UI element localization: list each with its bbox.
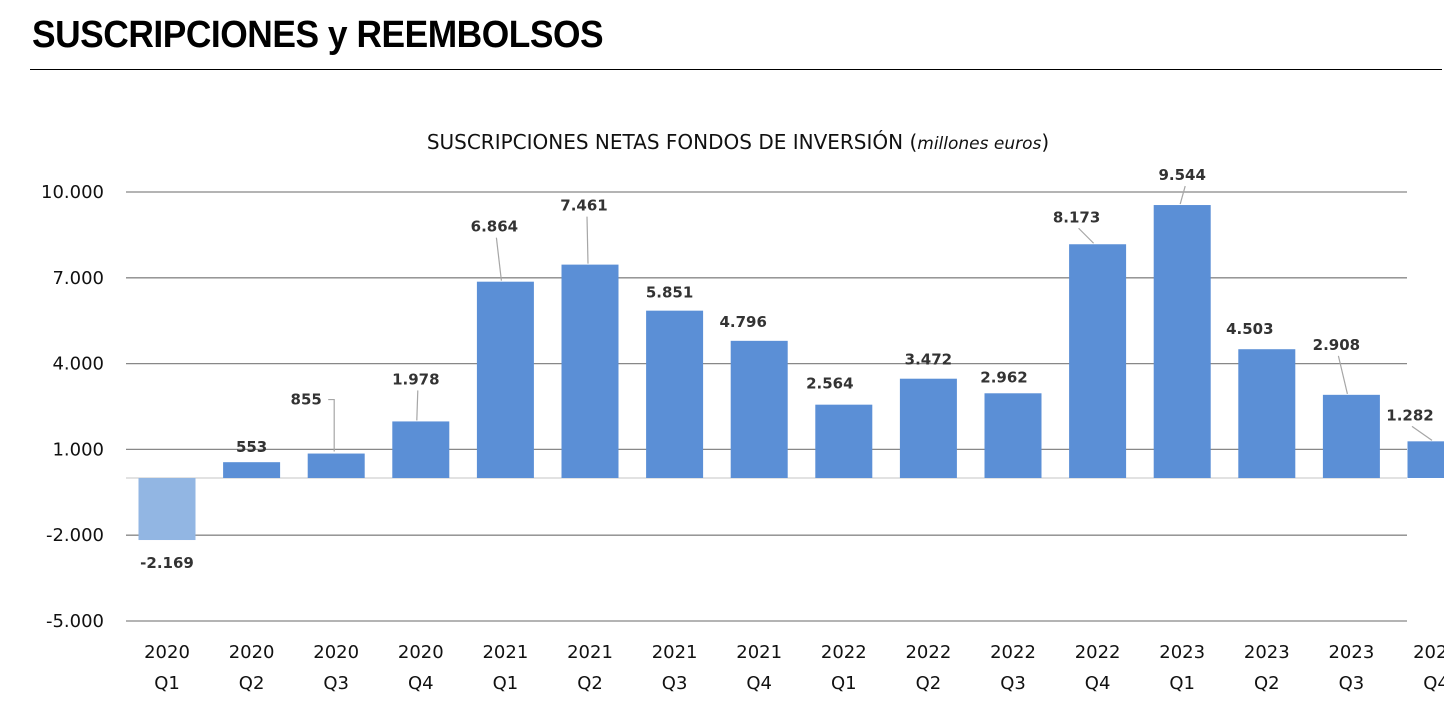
x-tick-label-year: 2022 xyxy=(821,642,867,663)
chart-title-unit: millones euros xyxy=(917,134,1041,154)
bar xyxy=(815,404,873,478)
bar xyxy=(730,340,788,478)
x-tick-label-quarter: Q4 xyxy=(408,673,434,694)
chart-title-main: SUSCRIPCIONES NETAS FONDOS DE INVERSIÓN xyxy=(427,130,903,154)
x-tick-label-quarter: Q2 xyxy=(1254,673,1280,694)
x-axis: 2020 Q1 2020 Q2 2020 Q3 2020 Q4 2021 Q1 2021 Q2 2021… xyxy=(144,642,1444,694)
bar xyxy=(1322,394,1380,478)
x-tick-label-quarter: Q3 xyxy=(1000,673,1026,694)
data-label: 2.962 xyxy=(980,368,1027,386)
x-tick-label-quarter: Q2 xyxy=(239,673,265,694)
data-label: 7.461 xyxy=(560,197,607,215)
data-label: -2.169 xyxy=(140,554,194,572)
bar xyxy=(646,310,704,478)
x-tick-label-quarter: Q4 xyxy=(1423,673,1444,694)
x-tick-label-year: 2020 xyxy=(229,642,275,663)
data-label: 553 xyxy=(236,438,267,456)
leader-line xyxy=(1179,185,1186,205)
x-tick-label-year: 2021 xyxy=(736,642,782,663)
x-tick-label-quarter: Q3 xyxy=(662,673,688,694)
page-heading: SUSCRIPCIONES y REEMBOLSOS xyxy=(32,14,604,56)
bar xyxy=(1407,441,1444,478)
data-label: 8.173 xyxy=(1053,208,1100,226)
bar xyxy=(561,264,619,478)
data-label: 1.978 xyxy=(392,370,439,388)
x-tick-label-quarter: Q1 xyxy=(831,673,857,694)
data-label: 6.864 xyxy=(471,218,518,236)
x-tick-label-quarter: Q3 xyxy=(1339,673,1365,694)
y-tick-label: 7.000 xyxy=(52,268,104,289)
leader-line xyxy=(1337,355,1348,394)
data-label: 9.544 xyxy=(1158,166,1205,184)
x-tick-label-quarter: Q1 xyxy=(493,673,519,694)
y-tick-label: 1.000 xyxy=(52,439,104,460)
x-tick-label-year: 2022 xyxy=(905,642,951,663)
leader-line xyxy=(1411,425,1433,441)
bar xyxy=(1238,349,1296,478)
x-tick-label-quarter: Q1 xyxy=(1169,673,1195,694)
x-tick-label-year: 2023 xyxy=(1244,642,1290,663)
bar xyxy=(223,462,281,478)
bar xyxy=(392,421,450,478)
chart-title: SUSCRIPCIONES NETAS FONDOS DE INVERSIÓN … xyxy=(427,130,1049,154)
y-tick-label: -2.000 xyxy=(46,525,104,546)
y-tick-label: 10.000 xyxy=(41,182,104,203)
x-tick-label-year: 2021 xyxy=(482,642,528,663)
data-label: 4.503 xyxy=(1226,320,1273,338)
data-label: 855 xyxy=(291,391,322,409)
bar xyxy=(984,393,1042,478)
data-label: 2.908 xyxy=(1313,336,1360,354)
x-tick-label-quarter: Q2 xyxy=(577,673,603,694)
bar xyxy=(1069,244,1127,478)
x-tick-label-quarter: Q1 xyxy=(154,673,180,694)
data-label: 4.796 xyxy=(719,313,766,331)
x-tick-label-year: 2020 xyxy=(144,642,190,663)
x-tick-label-quarter: Q4 xyxy=(1085,673,1111,694)
x-tick-label-year: 2021 xyxy=(567,642,613,663)
bar xyxy=(899,378,957,478)
leader-line xyxy=(1078,227,1095,244)
bar xyxy=(476,281,534,478)
data-label: 1.282 xyxy=(1386,406,1433,424)
data-label: 3.472 xyxy=(905,351,952,369)
y-tick-label: -5.000 xyxy=(46,611,104,632)
y-tick-label: 4.000 xyxy=(52,354,104,375)
data-labels: -2.169 553 855 1.978 6.864 7.461 5.851 4.796 2.5… xyxy=(140,166,1434,572)
bar xyxy=(307,453,365,478)
x-tick-label-year: 2022 xyxy=(1075,642,1121,663)
data-label: 5.851 xyxy=(646,284,693,302)
x-tick-label-quarter: Q3 xyxy=(323,673,349,694)
leader-line xyxy=(416,390,419,421)
heading-divider xyxy=(30,69,1442,70)
bars xyxy=(138,205,1444,541)
leader-line xyxy=(328,398,335,452)
x-tick-label-year: 2023 xyxy=(1328,642,1374,663)
x-tick-label-quarter: Q4 xyxy=(746,673,772,694)
bar xyxy=(1153,205,1211,478)
x-tick-label-year: 2020 xyxy=(398,642,444,663)
x-tick-label-year: 2020 xyxy=(313,642,359,663)
y-axis: -5.000 -2.000 1.000 4.000 7.000 10.000 xyxy=(41,182,104,632)
x-tick-label-year: 2023 xyxy=(1159,642,1205,663)
leader-line xyxy=(586,216,589,264)
leader-line xyxy=(495,237,502,281)
x-tick-label-year: 2021 xyxy=(652,642,698,663)
bar xyxy=(138,478,196,541)
x-tick-label-year: 2022 xyxy=(990,642,1036,663)
x-tick-label-year: 2023 xyxy=(1413,642,1444,663)
data-label: 2.564 xyxy=(806,375,853,393)
x-tick-label-quarter: Q2 xyxy=(916,673,942,694)
